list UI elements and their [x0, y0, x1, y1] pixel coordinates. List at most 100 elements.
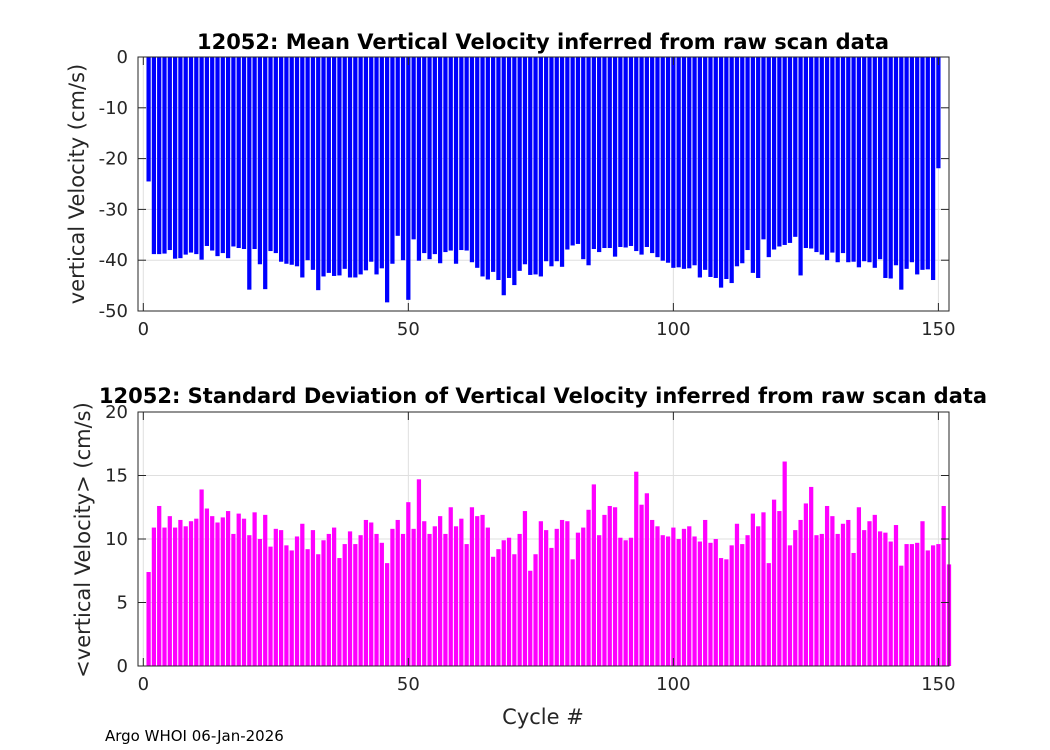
std-velocity-bar [692, 536, 697, 666]
mean-velocity-bar [708, 57, 713, 277]
std-velocity-bar [941, 505, 946, 666]
std-velocity-bar [803, 503, 809, 666]
std-velocity-bar [512, 554, 517, 666]
mean-velocity-bar [750, 57, 755, 273]
std-velocity-bar [920, 521, 925, 666]
std-velocity-xtick-label: 150 [921, 674, 955, 695]
std-velocity-bar [289, 550, 294, 666]
std-velocity-bar [151, 527, 157, 666]
std-velocity-bar [777, 511, 782, 666]
std-velocity-bar [310, 530, 316, 666]
mean-velocity-bar [798, 57, 803, 276]
std-velocity-bar [178, 519, 183, 666]
mean-velocity-bar [172, 57, 178, 259]
mean-velocity-bar [178, 57, 183, 259]
mean-velocity-bar [427, 57, 432, 260]
std-velocity-bar [703, 519, 708, 666]
std-velocity-bar [247, 535, 252, 666]
std-velocity-bar [681, 528, 687, 666]
std-velocity-bar [544, 530, 549, 666]
mean-velocity-bar [729, 57, 734, 284]
mean-velocity-bar [925, 57, 930, 270]
mean-velocity-bar [872, 57, 877, 268]
mean-velocity-bar [278, 57, 284, 262]
std-velocity-bar [597, 535, 602, 666]
mean-velocity-bar [793, 57, 798, 237]
mean-velocity-bar [575, 57, 581, 244]
mean-velocity-bar [787, 57, 793, 243]
mean-velocity-bar [565, 57, 570, 250]
std-velocity-bar [851, 552, 856, 666]
std-velocity-bar [225, 511, 231, 666]
std-velocity-bar [697, 541, 702, 666]
std-velocity-bar [358, 535, 363, 666]
mean-velocity-bar [824, 57, 830, 261]
mean-velocity-bar [888, 57, 893, 279]
std-velocity-bar [909, 544, 915, 666]
std-velocity-bar [607, 505, 612, 666]
mean-velocity-bar [814, 57, 819, 253]
std-velocity-bar [936, 544, 941, 666]
std-velocity-bar [263, 514, 268, 666]
std-velocity-bar [342, 544, 347, 666]
std-velocity-bar [750, 513, 755, 666]
mean-velocity-xtick-label: 50 [397, 319, 420, 340]
mean-velocity-bar [332, 57, 337, 276]
mean-velocity-bar [204, 57, 210, 246]
std-velocity-xtick-label: 100 [656, 674, 690, 695]
std-velocity-bar [570, 559, 575, 666]
mean-velocity-ticks: 0 50 100 150 0 -10 -20 -30 -40 -50 [99, 47, 956, 340]
std-velocity-bar [846, 519, 851, 666]
std-velocity-ticks: 0 50 100 150 0 5 10 15 20 [105, 402, 955, 695]
mean-velocity-bar [501, 57, 506, 296]
mean-velocity-bar [628, 57, 634, 246]
mean-velocity-bar [512, 57, 517, 286]
mean-velocity-bar [225, 57, 231, 259]
mean-velocity-bar [713, 57, 718, 278]
mean-velocity-bar [703, 57, 708, 270]
std-velocity-bar [194, 518, 199, 666]
std-velocity-bar [199, 489, 204, 666]
mean-velocity-bar [522, 57, 528, 265]
mean-velocity-bar [586, 57, 591, 266]
mean-velocity-axes-box [137, 56, 950, 312]
mean-velocity-bar [851, 57, 856, 262]
mean-velocity-bar [740, 57, 745, 264]
mean-velocity-bar [390, 57, 395, 264]
mean-velocity-bar [422, 57, 427, 254]
mean-velocity-xtick-label: 0 [138, 319, 149, 340]
mean-velocity-bar [846, 57, 851, 263]
std-velocity-bar [761, 512, 766, 666]
std-velocity-bar [883, 532, 888, 666]
mean-velocity-bar [618, 57, 623, 247]
mean-velocity-bar [538, 57, 543, 277]
std-velocity-bar [915, 542, 920, 666]
mean-velocity-bar [342, 57, 347, 269]
mean-velocity-bar [416, 57, 422, 261]
mean-velocity-bar [353, 57, 358, 278]
mean-velocity-bar [469, 57, 475, 263]
std-velocity-bar [872, 514, 877, 666]
std-velocity-bar [379, 542, 384, 666]
mean-velocity-bar [877, 57, 883, 260]
mean-velocity-bar [650, 57, 655, 254]
std-velocity-bar [231, 533, 236, 666]
std-velocity-ylabel: <vertical Velocity> (cm/s) [71, 402, 95, 678]
mean-velocity-bar [284, 57, 289, 264]
std-velocity-bar [326, 533, 331, 666]
mean-velocity-bar [326, 57, 331, 273]
mean-velocity-bar [475, 57, 480, 268]
std-velocity-bar [930, 545, 936, 666]
mean-velocity-bar [936, 57, 941, 169]
mean-velocity-bar [167, 57, 172, 251]
std-velocity-bar [575, 532, 581, 666]
mean-velocity-bar [506, 57, 512, 278]
std-velocity-bar [729, 545, 734, 666]
mean-velocity-ytick-label: 0 [117, 47, 128, 68]
std-velocity-bar [660, 535, 665, 666]
mean-velocity-bar [496, 57, 501, 281]
std-velocity-bar [459, 518, 464, 666]
std-velocity-bar [438, 516, 443, 666]
std-velocity-bar [602, 514, 607, 666]
